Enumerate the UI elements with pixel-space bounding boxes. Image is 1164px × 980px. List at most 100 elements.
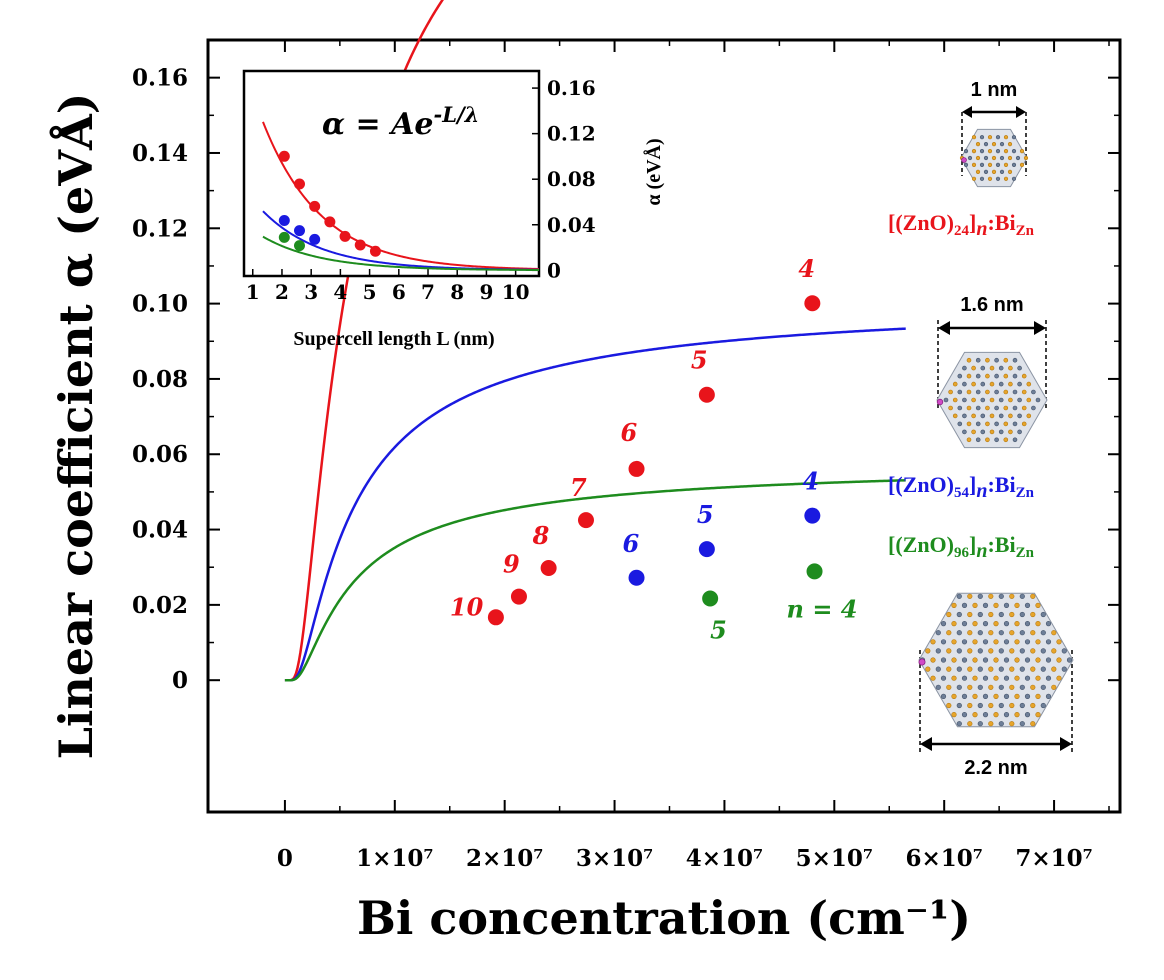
y-tick-label: 0 — [172, 667, 188, 694]
atom — [994, 421, 999, 427]
atom — [993, 602, 999, 609]
atom — [1045, 693, 1052, 700]
atom — [1003, 657, 1010, 663]
atom — [962, 381, 967, 387]
atom — [1019, 630, 1025, 636]
inset-x-tick-label: 4 — [333, 280, 347, 304]
atom — [1030, 593, 1036, 599]
atom — [993, 639, 999, 645]
atom — [940, 657, 947, 663]
atom — [1019, 149, 1025, 154]
series-label: [(ZnO)54]n:BiZn — [888, 472, 1035, 502]
atom — [966, 421, 972, 427]
atom — [977, 593, 983, 599]
atom — [1035, 639, 1041, 645]
inset-data-point — [324, 216, 336, 228]
atom — [971, 413, 976, 419]
atom — [1007, 169, 1013, 174]
atom — [967, 721, 973, 727]
atom — [1035, 657, 1041, 663]
bi-dopant-atom — [936, 398, 944, 406]
atom — [961, 602, 968, 609]
atom — [980, 365, 986, 371]
atom — [1003, 176, 1009, 181]
atom — [1056, 675, 1062, 681]
atom — [994, 405, 999, 411]
atom — [946, 648, 952, 654]
structure-medium: 1.6 nm — [936, 294, 1048, 449]
atom — [1024, 602, 1031, 609]
atom — [1009, 684, 1015, 690]
atom — [1035, 602, 1041, 609]
atom — [951, 657, 957, 663]
atom — [1009, 611, 1015, 618]
atom — [967, 593, 973, 599]
data-point — [702, 590, 719, 607]
atom — [1014, 675, 1020, 681]
y-axis-title: Linear coefficient α (eVÅ) — [48, 93, 103, 760]
atom — [940, 693, 947, 700]
atom — [1009, 648, 1015, 654]
inset-data-point — [339, 230, 351, 242]
atom — [993, 620, 999, 627]
atom — [989, 429, 995, 435]
atom — [962, 429, 967, 435]
atom — [946, 666, 952, 672]
atom — [988, 593, 994, 599]
atom — [963, 149, 969, 154]
inset-x-tick-label: 2 — [275, 280, 289, 304]
atom — [1003, 675, 1010, 681]
atom — [1007, 155, 1013, 161]
atom — [977, 684, 983, 690]
atom — [982, 639, 989, 645]
atom — [995, 135, 1001, 140]
atom — [979, 162, 985, 167]
atom — [975, 357, 981, 363]
inset-points — [278, 150, 381, 257]
atom — [1017, 397, 1022, 403]
atom — [1014, 639, 1020, 645]
atom — [1030, 684, 1036, 690]
atom — [1014, 693, 1020, 700]
inset-x-tick-label: 1 — [246, 280, 260, 304]
atom — [983, 155, 989, 161]
atom — [971, 397, 976, 403]
atom — [989, 365, 995, 371]
atom — [983, 169, 989, 174]
atom — [985, 437, 990, 443]
atom — [1011, 149, 1017, 154]
inset-y-tick-label: 0.12 — [547, 122, 596, 146]
atom — [1021, 405, 1027, 411]
hexagon-cluster-small — [959, 128, 1029, 188]
scale-label-medium: 1.6 nm — [960, 294, 1023, 316]
point-label: 5 — [691, 346, 708, 375]
atom — [1024, 711, 1031, 718]
inset-data-point — [278, 150, 290, 162]
atom — [977, 666, 983, 672]
x-tick-label: 0 — [277, 845, 293, 872]
atom — [1003, 405, 1009, 411]
atom — [988, 611, 994, 618]
atom — [975, 389, 981, 395]
atom — [961, 675, 968, 681]
atom — [957, 405, 963, 411]
atom — [983, 142, 989, 147]
y-tick-label: 0.02 — [132, 592, 188, 619]
point-label: 7 — [570, 473, 587, 502]
atom — [972, 657, 978, 663]
data-point — [806, 563, 823, 580]
atom — [951, 711, 957, 718]
atom — [988, 630, 994, 636]
atom — [951, 639, 957, 645]
atom — [1019, 702, 1025, 709]
atom — [1035, 620, 1041, 627]
x-ticks: 0 1×10⁷ 2×10⁷ 3×10⁷ 4×10⁷ 5×10⁷ 6×10⁷ 7×10⁷ — [277, 40, 1110, 872]
atom — [987, 162, 993, 167]
atom — [967, 702, 973, 709]
atom — [967, 630, 973, 636]
atom — [1021, 421, 1027, 427]
atom — [1009, 666, 1015, 672]
atom — [971, 365, 976, 371]
atom — [971, 135, 977, 140]
